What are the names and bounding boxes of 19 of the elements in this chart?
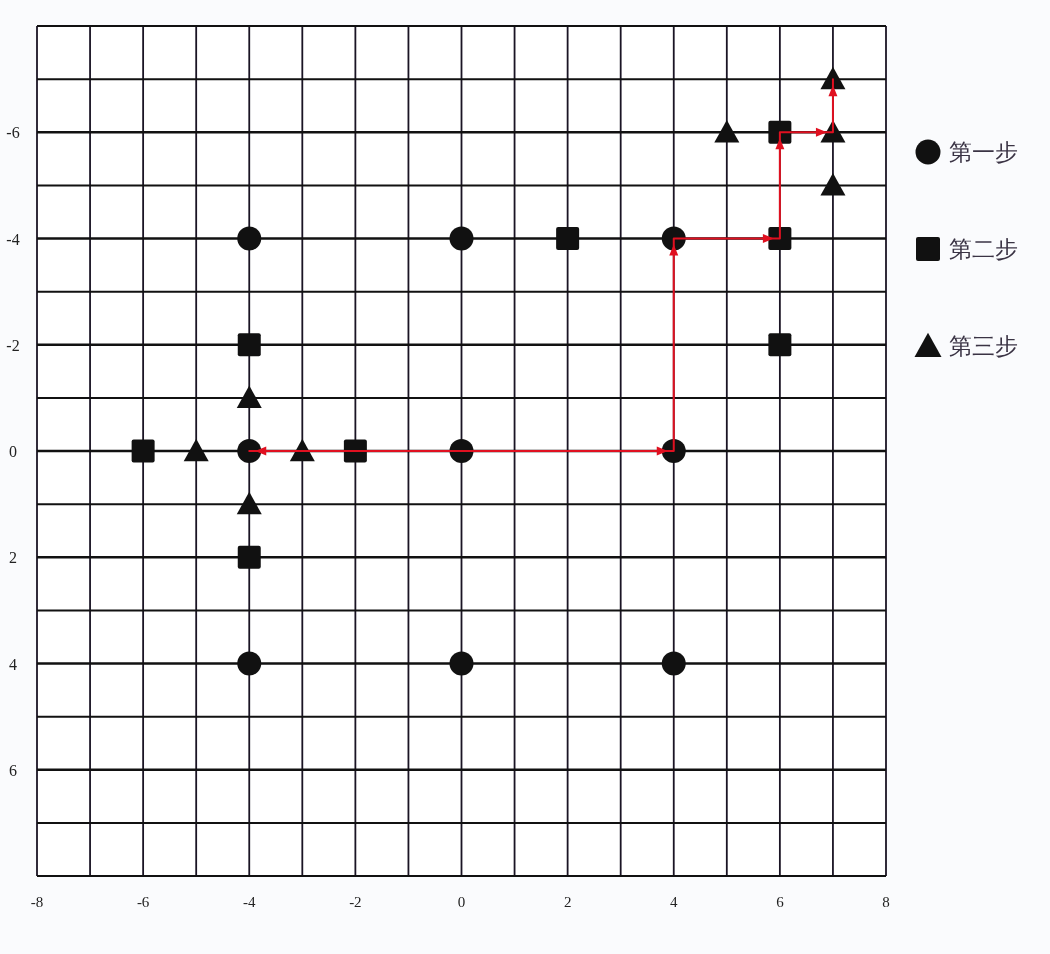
x-tick-label: -8	[30, 894, 44, 910]
x-tick-label: 8	[882, 894, 890, 910]
x-tick-label: -6	[136, 894, 150, 910]
legend-label: 第三步	[949, 334, 1018, 359]
y-tick-label: -6	[6, 124, 20, 142]
x-tick-label: -4	[243, 894, 256, 910]
legend-label: 第二步	[949, 237, 1018, 262]
y-tick-label: -4	[6, 230, 20, 248]
x-tick-label: -2	[349, 894, 362, 910]
y-tick-label: 2	[9, 549, 17, 567]
y-tick-label: -2	[6, 336, 20, 354]
legend-label: 第一步	[949, 140, 1018, 165]
y-tick-label: 4	[9, 655, 17, 673]
y-tick-label: 0	[9, 443, 17, 460]
x-tick-label: 2	[563, 894, 572, 910]
x-tick-label: 0	[457, 894, 466, 910]
y-tick-label: 6	[9, 761, 17, 779]
x-tick-label: 6	[776, 894, 785, 910]
x-tick-label: 4	[670, 894, 678, 910]
